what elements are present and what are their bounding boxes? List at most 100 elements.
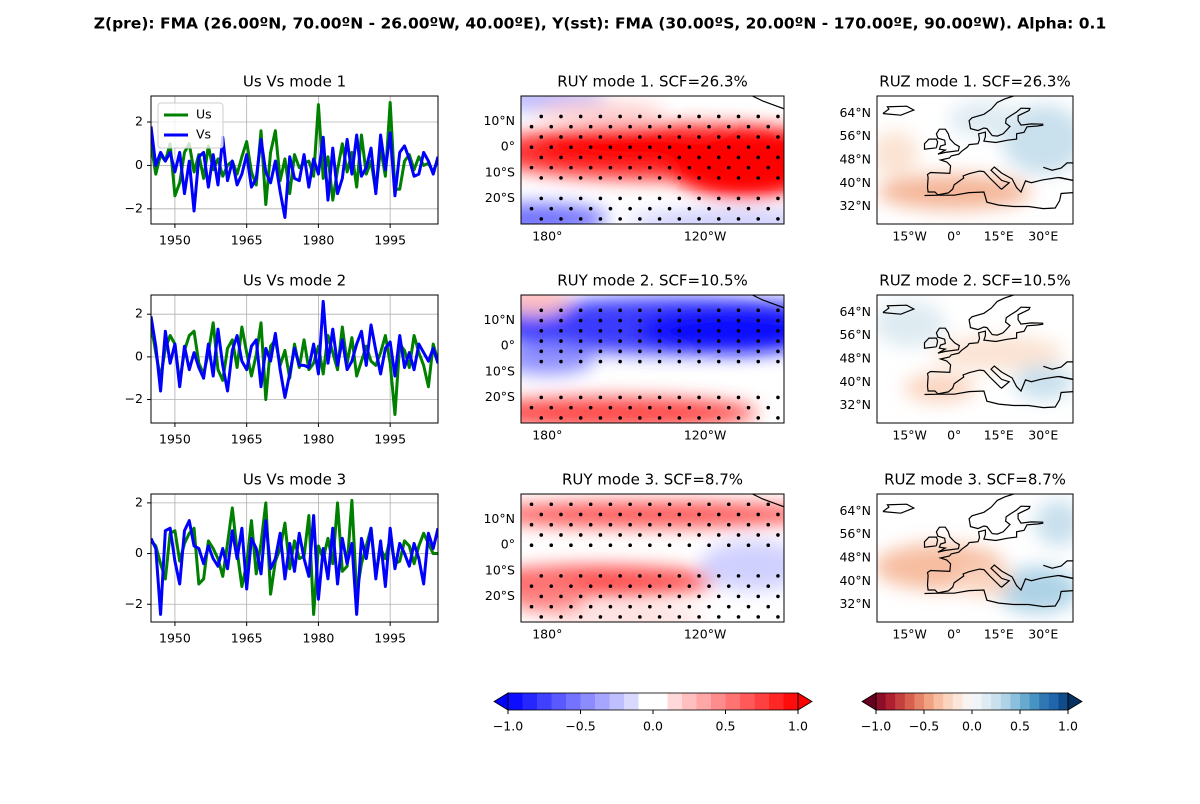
significance-dot (756, 155, 761, 160)
significance-dot (736, 359, 741, 364)
coastline (926, 323, 1073, 395)
significance-dot (657, 416, 662, 420)
significance-dot (726, 604, 731, 609)
coastline (935, 128, 960, 155)
significance-dot (756, 512, 761, 517)
colorbar-segment (885, 693, 896, 710)
significance-dot (716, 318, 721, 323)
significance-dot (559, 416, 563, 420)
coastline (923, 138, 939, 150)
significance-dot (598, 318, 603, 323)
significance-dot (726, 584, 731, 588)
significance-dot (707, 124, 711, 129)
lat-label: 40°N (839, 374, 871, 389)
significance-dot (687, 145, 692, 149)
significance-dot (776, 395, 780, 400)
lon-label: 0° (947, 627, 961, 642)
significance-dot (657, 395, 662, 400)
lon-label: 30°E (1028, 428, 1058, 443)
significance-dot (657, 318, 662, 323)
colorbar-segment (972, 693, 983, 710)
significance-dot (697, 533, 701, 537)
significance-dot (736, 318, 741, 323)
significance-dot (529, 124, 534, 129)
significance-dot (766, 206, 771, 211)
colorbar-tick-label: 0.0 (962, 719, 982, 734)
significance-dot (578, 574, 583, 578)
lat-label: 10°N (483, 113, 515, 128)
significance-dot (648, 206, 652, 211)
significance-dot (638, 329, 642, 333)
lon-label: 15°E (984, 229, 1014, 244)
significance-dot (776, 359, 780, 364)
field-blob (521, 343, 595, 375)
map-field (877, 494, 1073, 622)
significance-dot (569, 145, 573, 149)
colorbar-segment (595, 693, 610, 710)
colorbar-segment (933, 693, 944, 710)
coastline (882, 503, 916, 514)
significance-dot (648, 543, 652, 547)
significance-dot (618, 196, 622, 201)
significance-dot (776, 176, 780, 180)
significance-dot (638, 416, 642, 420)
significance-dot (569, 522, 573, 527)
panel-title: RUZ mode 2. SCF=10.5% (879, 272, 1070, 290)
significance-dot (559, 329, 563, 333)
significance-dot (628, 124, 632, 129)
significance-dot (756, 318, 761, 323)
significance-dot (549, 405, 554, 410)
significance-dot (618, 416, 622, 420)
significance-dot (559, 395, 563, 400)
significance-dot (608, 405, 613, 410)
significance-dot (569, 543, 573, 547)
significance-dot (697, 155, 701, 160)
significance-dot (657, 339, 662, 343)
significance-dot (667, 584, 672, 588)
colorbar-segment (895, 693, 906, 710)
significance-dot (677, 359, 682, 364)
x-tick-label: 1995 (374, 432, 406, 447)
significance-dot (638, 395, 642, 400)
map-field (521, 96, 784, 224)
significance-dot (618, 339, 622, 343)
field-blob (626, 211, 784, 224)
significance-dot (657, 308, 662, 313)
significance-dot (716, 594, 721, 599)
significance-dot (549, 584, 554, 588)
colorbar-segment (783, 693, 799, 710)
significance-dot (746, 543, 751, 547)
significance-dot (746, 165, 751, 170)
significance-dot (716, 329, 721, 333)
significance-dot (539, 196, 544, 201)
coastline (752, 494, 784, 508)
lon-label: 120°W (684, 229, 726, 244)
x-tick-label: 1950 (159, 432, 191, 447)
significance-dot (559, 512, 563, 517)
colorbar-segment (551, 693, 567, 710)
significance-dot (598, 359, 603, 364)
significance-dot (687, 543, 692, 547)
significance-dot (569, 124, 573, 129)
significance-dot (766, 145, 771, 149)
panel-title: RUZ mode 1. SCF=26.3% (879, 73, 1070, 91)
significance-dot (697, 416, 701, 420)
significance-dot (628, 206, 632, 211)
significance-dot (716, 574, 721, 578)
significance-dot (746, 206, 751, 211)
significance-dot (578, 318, 583, 323)
coastline (968, 295, 1044, 336)
significance-dot (598, 135, 603, 139)
significance-dot (756, 308, 761, 313)
significance-dot (736, 196, 741, 201)
significance-dot (529, 206, 534, 211)
significance-dot (628, 502, 632, 507)
significance-dot (657, 217, 662, 221)
significance-dot (559, 135, 563, 139)
colorbar-segment (667, 693, 683, 710)
lat-label: 48°N (839, 550, 871, 565)
significance-dot (776, 574, 780, 578)
map-field (877, 295, 1073, 423)
significance-dot (716, 395, 721, 400)
